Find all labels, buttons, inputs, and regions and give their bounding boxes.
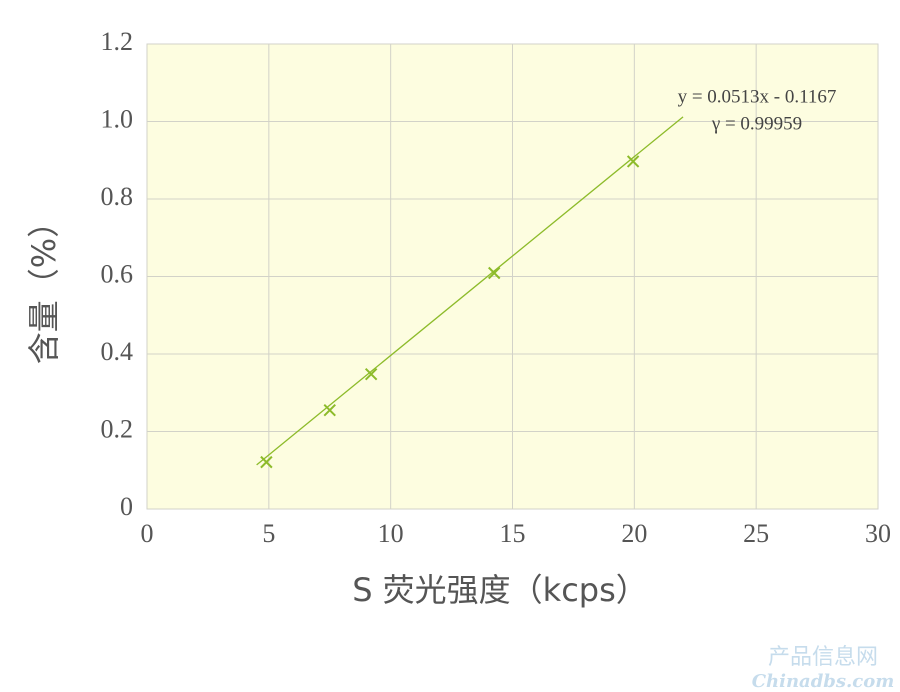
x-tick-label: 30	[865, 519, 891, 548]
marker	[488, 266, 501, 280]
y-tick-label: 1.2	[101, 27, 134, 56]
x-tick-label: 10	[378, 519, 404, 548]
y-axis-label: 含量（%）	[25, 206, 63, 364]
marker	[626, 155, 640, 168]
marker	[260, 455, 273, 469]
y-tick-label: 1.0	[101, 104, 134, 133]
y-tick-label: 0.4	[101, 337, 134, 366]
x-tick-label: 15	[500, 519, 526, 548]
marker	[323, 403, 336, 417]
y-tick-label: 0.2	[101, 414, 134, 443]
y-tick-label: 0.6	[101, 259, 134, 288]
x-tick-label: 20	[621, 519, 647, 548]
x-axis-label: S 荧光强度（kcps）	[352, 571, 648, 609]
y-tick-label: 0.8	[101, 182, 134, 211]
x-tick-label: 0	[141, 519, 154, 548]
annotation: γ = 0.99959	[711, 113, 802, 134]
watermark: Chinadbs.com	[752, 671, 895, 692]
watermark: 产品信息网	[768, 645, 878, 670]
marker	[364, 367, 378, 381]
annotation: y = 0.0513x - 0.1167	[678, 86, 837, 107]
x-tick-label: 25	[743, 519, 769, 548]
x-tick-label: 5	[262, 519, 275, 548]
y-tick-label: 0	[120, 492, 133, 521]
